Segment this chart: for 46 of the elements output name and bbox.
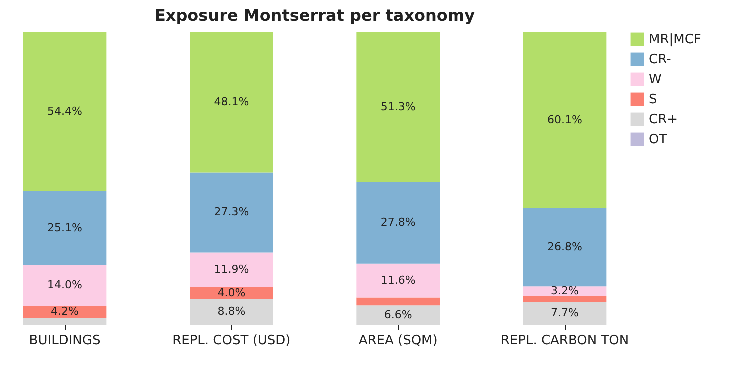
data-label: 26.8%: [548, 240, 582, 254]
legend-label: OT: [649, 132, 668, 148]
bar: [23, 32, 107, 192]
data-label: 27.3%: [214, 206, 250, 219]
legend-label: CR-: [649, 52, 672, 68]
data-label: 14.0%: [48, 278, 82, 292]
bar: [190, 252, 274, 288]
bar: [356, 182, 440, 264]
data-label: 11.6%: [380, 274, 416, 287]
bar: [190, 32, 274, 173]
bar: [523, 32, 607, 208]
data-label: 6.6%: [384, 308, 412, 322]
bar: [356, 32, 440, 182]
legend-label: MR|MCF: [649, 32, 702, 48]
bar: [23, 306, 107, 318]
legend-label: W: [649, 72, 662, 88]
x-tick-label: REPL. CARBON TON: [500, 334, 630, 348]
x-tick-label: AREA (SQM): [358, 334, 438, 348]
bar: [356, 306, 440, 325]
bar: [356, 298, 440, 306]
x-tick-label: BUILDINGS: [29, 334, 101, 348]
data-label: 7.7%: [551, 306, 579, 320]
bar: [23, 192, 107, 265]
data-label: 54.4%: [48, 104, 82, 118]
data-label: 4.0%: [218, 286, 246, 300]
data-label: 25.1%: [48, 221, 82, 234]
data-label: 48.1%: [214, 95, 250, 108]
x-tick-label: REPL. COST (USD): [172, 334, 291, 348]
bar: [523, 296, 607, 302]
data-label: 27.8%: [380, 216, 416, 230]
bar: [190, 299, 274, 325]
bar: [190, 172, 274, 253]
bar: [23, 264, 107, 306]
legend-label: S: [649, 92, 658, 108]
data-label: 11.9%: [214, 263, 250, 276]
bar: [356, 264, 440, 298]
data-label: 51.3%: [380, 100, 416, 114]
chart-title: Exposure Montserrat per taxonomy: [154, 6, 476, 25]
data-label: 8.8%: [218, 305, 246, 318]
legend-label: CR+: [649, 112, 678, 128]
bar: [523, 302, 607, 325]
bar: [23, 318, 107, 325]
data-label: 4.2%: [51, 305, 79, 318]
bar: [523, 208, 607, 287]
data-label: 60.1%: [548, 113, 582, 126]
data-label: 3.2%: [551, 284, 579, 298]
